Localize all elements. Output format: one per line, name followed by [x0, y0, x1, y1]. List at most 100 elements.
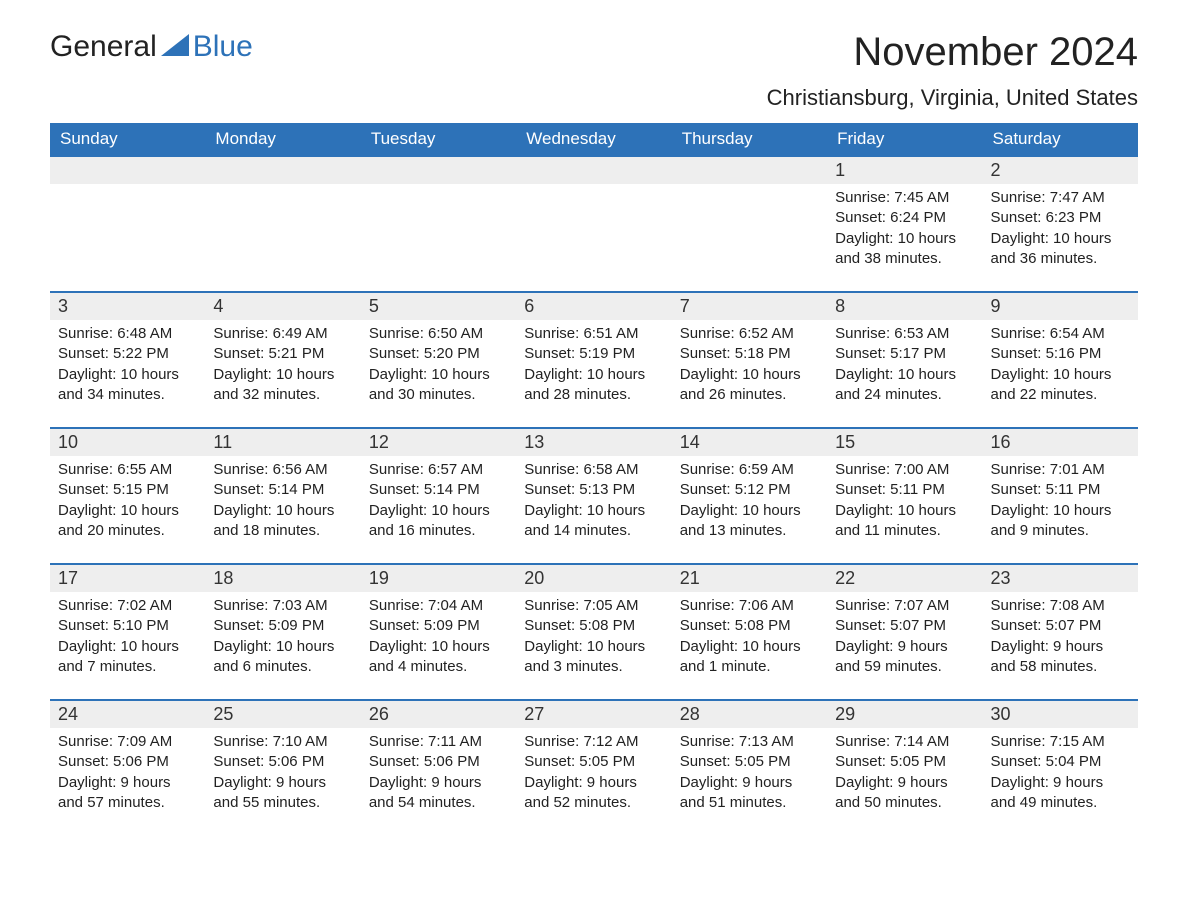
day-details: Sunrise: 6:54 AMSunset: 5:16 PMDaylight:…: [983, 320, 1138, 413]
sunrise-line: Sunrise: 6:55 AM: [58, 460, 197, 480]
daylight-line: Daylight: 9 hours and 58 minutes.: [991, 637, 1130, 678]
sunrise-line: Sunrise: 6:50 AM: [369, 324, 508, 344]
day-details: Sunrise: 7:12 AMSunset: 5:05 PMDaylight:…: [516, 728, 671, 821]
sunrise-line: Sunrise: 7:01 AM: [991, 460, 1130, 480]
day-cell: 1Sunrise: 7:45 AMSunset: 6:24 PMDaylight…: [827, 157, 982, 287]
sunrise-line: Sunrise: 7:06 AM: [680, 596, 819, 616]
day-number: 2: [983, 157, 1138, 184]
day-details: Sunrise: 6:50 AMSunset: 5:20 PMDaylight:…: [361, 320, 516, 413]
daylight-line: Daylight: 10 hours and 32 minutes.: [213, 365, 352, 406]
day-details: Sunrise: 7:00 AMSunset: 5:11 PMDaylight:…: [827, 456, 982, 549]
day-cell: 20Sunrise: 7:05 AMSunset: 5:08 PMDayligh…: [516, 565, 671, 695]
day-cell: 9Sunrise: 6:54 AMSunset: 5:16 PMDaylight…: [983, 293, 1138, 423]
sunrise-line: Sunrise: 7:09 AM: [58, 732, 197, 752]
sunrise-line: Sunrise: 7:03 AM: [213, 596, 352, 616]
day-number: 5: [361, 293, 516, 320]
sunrise-line: Sunrise: 7:10 AM: [213, 732, 352, 752]
day-number: 19: [361, 565, 516, 592]
sunset-line: Sunset: 5:13 PM: [524, 480, 663, 500]
day-cell: 6Sunrise: 6:51 AMSunset: 5:19 PMDaylight…: [516, 293, 671, 423]
page-header: General Blue November 2024 Christiansbur…: [50, 30, 1138, 111]
day-cell: 23Sunrise: 7:08 AMSunset: 5:07 PMDayligh…: [983, 565, 1138, 695]
weekday-header: Monday: [205, 123, 360, 155]
day-number: 24: [50, 701, 205, 728]
day-number: 29: [827, 701, 982, 728]
day-details: Sunrise: 7:45 AMSunset: 6:24 PMDaylight:…: [827, 184, 982, 277]
sunrise-line: Sunrise: 6:59 AM: [680, 460, 819, 480]
daylight-line: Daylight: 9 hours and 54 minutes.: [369, 773, 508, 814]
daylight-line: Daylight: 9 hours and 50 minutes.: [835, 773, 974, 814]
sunrise-line: Sunrise: 6:53 AM: [835, 324, 974, 344]
day-details: Sunrise: 7:11 AMSunset: 5:06 PMDaylight:…: [361, 728, 516, 821]
sunset-line: Sunset: 5:05 PM: [835, 752, 974, 772]
day-number: 16: [983, 429, 1138, 456]
day-number: [50, 157, 205, 184]
day-number: 6: [516, 293, 671, 320]
day-details: Sunrise: 7:07 AMSunset: 5:07 PMDaylight:…: [827, 592, 982, 685]
day-details: Sunrise: 7:08 AMSunset: 5:07 PMDaylight:…: [983, 592, 1138, 685]
day-number: 9: [983, 293, 1138, 320]
day-cell: 27Sunrise: 7:12 AMSunset: 5:05 PMDayligh…: [516, 701, 671, 831]
daylight-line: Daylight: 10 hours and 7 minutes.: [58, 637, 197, 678]
day-details: Sunrise: 6:59 AMSunset: 5:12 PMDaylight:…: [672, 456, 827, 549]
sunrise-line: Sunrise: 7:14 AM: [835, 732, 974, 752]
daylight-line: Daylight: 10 hours and 3 minutes.: [524, 637, 663, 678]
day-details: Sunrise: 6:56 AMSunset: 5:14 PMDaylight:…: [205, 456, 360, 549]
sunset-line: Sunset: 5:10 PM: [58, 616, 197, 636]
week-row: 17Sunrise: 7:02 AMSunset: 5:10 PMDayligh…: [50, 563, 1138, 695]
sunset-line: Sunset: 5:12 PM: [680, 480, 819, 500]
daylight-line: Daylight: 9 hours and 59 minutes.: [835, 637, 974, 678]
logo-text-2: Blue: [193, 30, 253, 64]
sunrise-line: Sunrise: 7:12 AM: [524, 732, 663, 752]
sunrise-line: Sunrise: 6:48 AM: [58, 324, 197, 344]
sunset-line: Sunset: 5:11 PM: [991, 480, 1130, 500]
weekday-header: Tuesday: [361, 123, 516, 155]
weekday-header-row: SundayMondayTuesdayWednesdayThursdayFrid…: [50, 123, 1138, 155]
sunset-line: Sunset: 5:05 PM: [524, 752, 663, 772]
day-details: Sunrise: 7:10 AMSunset: 5:06 PMDaylight:…: [205, 728, 360, 821]
day-details: Sunrise: 6:55 AMSunset: 5:15 PMDaylight:…: [50, 456, 205, 549]
day-cell: 30Sunrise: 7:15 AMSunset: 5:04 PMDayligh…: [983, 701, 1138, 831]
sunset-line: Sunset: 5:08 PM: [680, 616, 819, 636]
sunrise-line: Sunrise: 6:56 AM: [213, 460, 352, 480]
sunrise-line: Sunrise: 7:45 AM: [835, 188, 974, 208]
sunset-line: Sunset: 5:07 PM: [991, 616, 1130, 636]
daylight-line: Daylight: 10 hours and 4 minutes.: [369, 637, 508, 678]
daylight-line: Daylight: 10 hours and 30 minutes.: [369, 365, 508, 406]
daylight-line: Daylight: 10 hours and 6 minutes.: [213, 637, 352, 678]
day-number: [361, 157, 516, 184]
daylight-line: Daylight: 10 hours and 1 minute.: [680, 637, 819, 678]
logo: General Blue: [50, 30, 253, 64]
day-number: 1: [827, 157, 982, 184]
week-row: 10Sunrise: 6:55 AMSunset: 5:15 PMDayligh…: [50, 427, 1138, 559]
daylight-line: Daylight: 10 hours and 24 minutes.: [835, 365, 974, 406]
day-cell: [205, 157, 360, 287]
week-row: 1Sunrise: 7:45 AMSunset: 6:24 PMDaylight…: [50, 155, 1138, 287]
day-number: 28: [672, 701, 827, 728]
weekday-header: Sunday: [50, 123, 205, 155]
day-cell: 18Sunrise: 7:03 AMSunset: 5:09 PMDayligh…: [205, 565, 360, 695]
daylight-line: Daylight: 9 hours and 57 minutes.: [58, 773, 197, 814]
day-details: Sunrise: 6:57 AMSunset: 5:14 PMDaylight:…: [361, 456, 516, 549]
sunrise-line: Sunrise: 6:52 AM: [680, 324, 819, 344]
day-cell: 22Sunrise: 7:07 AMSunset: 5:07 PMDayligh…: [827, 565, 982, 695]
sunrise-line: Sunrise: 6:51 AM: [524, 324, 663, 344]
day-cell: [516, 157, 671, 287]
daylight-line: Daylight: 9 hours and 51 minutes.: [680, 773, 819, 814]
weekday-header: Saturday: [983, 123, 1138, 155]
sunrise-line: Sunrise: 7:05 AM: [524, 596, 663, 616]
daylight-line: Daylight: 9 hours and 49 minutes.: [991, 773, 1130, 814]
day-number: [205, 157, 360, 184]
sunset-line: Sunset: 5:19 PM: [524, 344, 663, 364]
day-number: 23: [983, 565, 1138, 592]
day-number: 22: [827, 565, 982, 592]
day-cell: 15Sunrise: 7:00 AMSunset: 5:11 PMDayligh…: [827, 429, 982, 559]
sunset-line: Sunset: 5:06 PM: [213, 752, 352, 772]
logo-sail-icon: [161, 30, 189, 64]
day-cell: 4Sunrise: 6:49 AMSunset: 5:21 PMDaylight…: [205, 293, 360, 423]
day-details: Sunrise: 7:47 AMSunset: 6:23 PMDaylight:…: [983, 184, 1138, 277]
day-number: 7: [672, 293, 827, 320]
weekday-header: Wednesday: [516, 123, 671, 155]
day-number: 26: [361, 701, 516, 728]
sunrise-line: Sunrise: 7:08 AM: [991, 596, 1130, 616]
